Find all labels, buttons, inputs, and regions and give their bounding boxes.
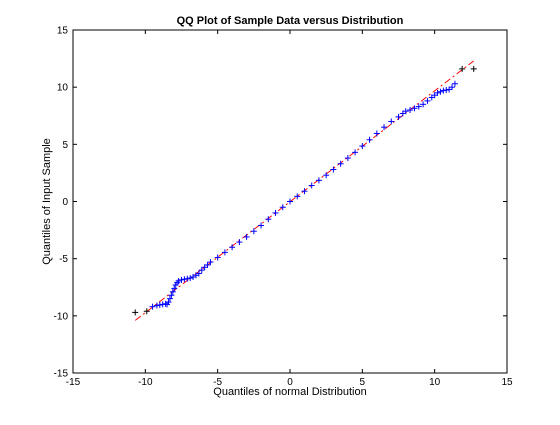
data-point	[451, 80, 458, 87]
data-point	[250, 228, 257, 235]
data-point	[258, 222, 265, 229]
y-tick-label: 15	[57, 26, 69, 37]
data-point	[308, 182, 315, 189]
data-point	[132, 309, 139, 316]
x-tick-label: -15	[66, 377, 81, 388]
data-point	[175, 277, 182, 284]
x-tick-label: 15	[501, 377, 513, 388]
data-point	[149, 303, 156, 310]
data-point	[168, 292, 175, 299]
y-tick-label: -5	[59, 254, 68, 265]
x-tick-label: 0	[287, 377, 293, 388]
data-point	[287, 198, 293, 205]
y-tick-label: 0	[62, 197, 68, 208]
data-point	[381, 124, 388, 131]
data-point	[265, 216, 272, 223]
data-point	[204, 261, 211, 268]
data-point	[344, 155, 351, 162]
data-point	[424, 97, 431, 104]
y-tick-label: -10	[54, 311, 69, 322]
data-point	[443, 87, 450, 94]
data-point	[279, 204, 286, 211]
data-point	[156, 301, 163, 308]
data-point	[236, 239, 243, 246]
x-tick-label: -10	[138, 377, 153, 388]
x-tick-label: 10	[429, 377, 441, 388]
data-point	[330, 166, 337, 173]
data-point	[187, 275, 194, 282]
data-point	[437, 88, 444, 95]
data-point	[198, 267, 205, 274]
data-point	[420, 101, 427, 108]
data-point	[411, 105, 418, 112]
data-point	[184, 275, 191, 282]
data-point	[243, 233, 250, 240]
x-tick-label: -5	[213, 377, 222, 388]
y-axis-label: Quantiles of Input Sample	[41, 138, 53, 265]
axis-ticks: -15 -10 -5 0 5 10 15 -15 -10 -5 0 5 10 15	[54, 26, 513, 389]
y-tick-label: -15	[54, 369, 69, 380]
data-point	[440, 87, 447, 94]
data-point	[165, 299, 172, 306]
x-axis-label: Quantiles of normal Distribution	[213, 386, 366, 398]
data-point	[415, 103, 422, 110]
data-point	[459, 65, 466, 72]
data-point	[229, 244, 236, 251]
x-tick-label: 5	[360, 377, 366, 388]
data-point	[366, 136, 373, 143]
y-tick-label: 10	[57, 83, 69, 94]
data-point	[388, 118, 395, 125]
data-point	[178, 276, 185, 283]
data-point	[207, 259, 214, 266]
data-point	[301, 188, 308, 195]
data-point	[315, 177, 322, 184]
data-point	[470, 65, 477, 72]
data-point	[395, 113, 402, 120]
data-point	[373, 130, 380, 137]
data-point	[337, 160, 344, 167]
data-point	[294, 193, 301, 200]
data-points	[132, 65, 477, 316]
data-point	[195, 270, 202, 277]
data-point	[272, 209, 279, 216]
data-point	[153, 302, 160, 309]
data-point	[323, 172, 330, 179]
data-point	[214, 254, 221, 261]
data-point	[402, 108, 409, 115]
chart-title: QQ Plot of Sample Data versus Distributi…	[177, 15, 404, 27]
y-tick-label: 5	[62, 140, 68, 151]
data-point	[181, 276, 188, 283]
data-point	[434, 89, 441, 96]
data-point	[407, 107, 414, 114]
data-point	[449, 84, 456, 91]
data-point	[352, 149, 359, 156]
data-point	[166, 295, 173, 302]
data-point	[143, 308, 150, 315]
data-point	[171, 285, 178, 292]
data-point	[359, 143, 366, 150]
data-point	[221, 249, 228, 256]
data-point	[169, 288, 176, 295]
